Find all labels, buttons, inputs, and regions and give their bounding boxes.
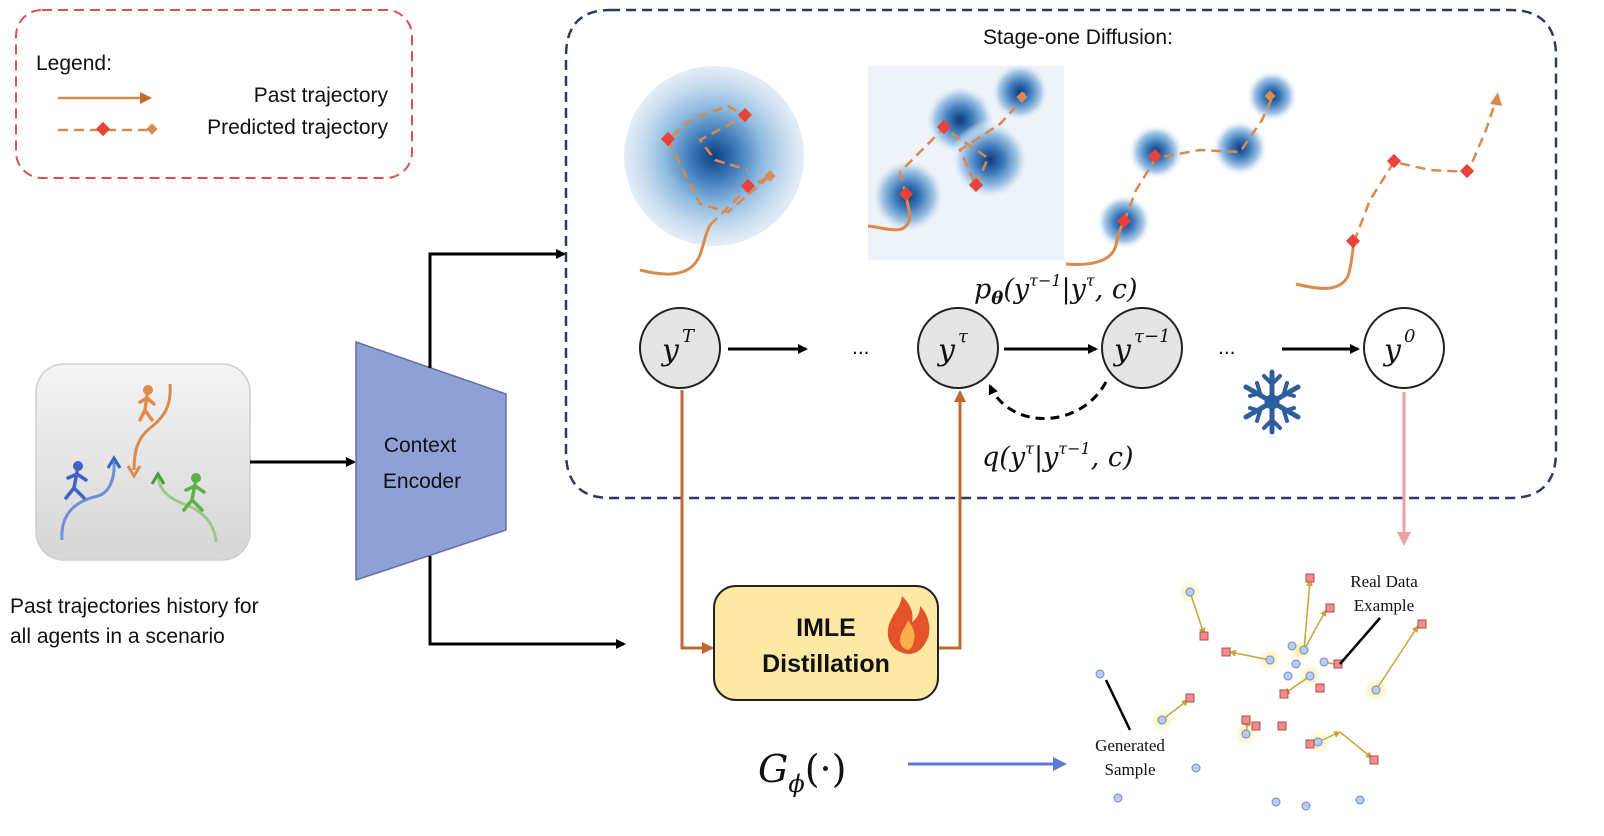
imle-line2: Distillation (762, 650, 890, 678)
noise-panel-3 (1065, 70, 1298, 266)
green-walker-icon (182, 473, 206, 512)
scene-illustration (35, 363, 251, 561)
legend-title: Legend: (36, 52, 112, 75)
stage-one-title: Stage-one Diffusion: (983, 26, 1173, 49)
node-ytau: y τ (917, 307, 999, 389)
scene-caption-line2: all agents in a scenario (10, 625, 225, 648)
legend-predicted-label: Predicted trajectory (207, 116, 388, 139)
encoder-line1: Context (384, 434, 457, 457)
legend-box: Legend: Past trajectory Predicted trajec… (15, 9, 413, 179)
clean-trajectory-panel (1295, 92, 1502, 290)
fire-icon (887, 596, 930, 654)
real-data-label-line1: Real Data (1350, 572, 1418, 591)
ellipsis-1: ... (852, 336, 870, 359)
scene-caption-line1: Past trajectories history for (10, 595, 259, 618)
svg-text:τ: τ (958, 326, 969, 347)
legend-past-label: Past trajectory (254, 84, 389, 107)
arrow-q-backward (988, 381, 1108, 420)
generated-sample-label-line1: Generated (1095, 736, 1165, 755)
svg-text:τ−1: τ−1 (1134, 326, 1171, 347)
svg-text:y: y (660, 333, 680, 368)
svg-text:y: y (1382, 333, 1402, 368)
snowflake-icon (1243, 369, 1301, 435)
arrow-yT-to-imle (680, 390, 714, 654)
orange-walker-icon (138, 385, 156, 422)
svg-text:y: y (936, 333, 956, 368)
real-data-label-line2: Example (1354, 596, 1414, 615)
context-encoder: Context Encoder (355, 340, 507, 582)
legend-predicted-marker (95, 121, 111, 137)
node-y0: y 0 (1363, 307, 1445, 389)
p-theta-label: pθ(yτ−1|yτ, c) (974, 271, 1138, 309)
svg-text:T: T (682, 326, 696, 347)
ellipsis-2: ... (1218, 336, 1236, 359)
imle-line1: IMLE (796, 614, 856, 642)
samples-scatter (1095, 573, 1427, 811)
stage-one-box: Stage-one Diffusion: (564, 8, 1558, 500)
blue-walker-icon (64, 461, 88, 500)
generated-sample-label-line2: Sample (1105, 760, 1156, 779)
noise-panel-2 (867, 62, 1064, 260)
node-ytau-minus-1: y τ−1 (1101, 307, 1183, 389)
noise-panel-1 (624, 66, 804, 276)
node-yT: y T (639, 307, 721, 389)
arrow-encoder-to-diffusion (428, 249, 566, 368)
generator-label: Gϕ(·) (758, 747, 846, 798)
arrow-imle-to-ytau (938, 390, 966, 650)
imle-distillation-box: IMLE Distillation (713, 585, 939, 701)
svg-text:y: y (1112, 333, 1132, 368)
svg-text:0: 0 (1404, 326, 1415, 347)
encoder-line2: Encoder (383, 470, 461, 493)
arrow-encoder-to-imle (428, 556, 626, 649)
q-label: q(yτ|yτ−1, c) (982, 439, 1134, 473)
